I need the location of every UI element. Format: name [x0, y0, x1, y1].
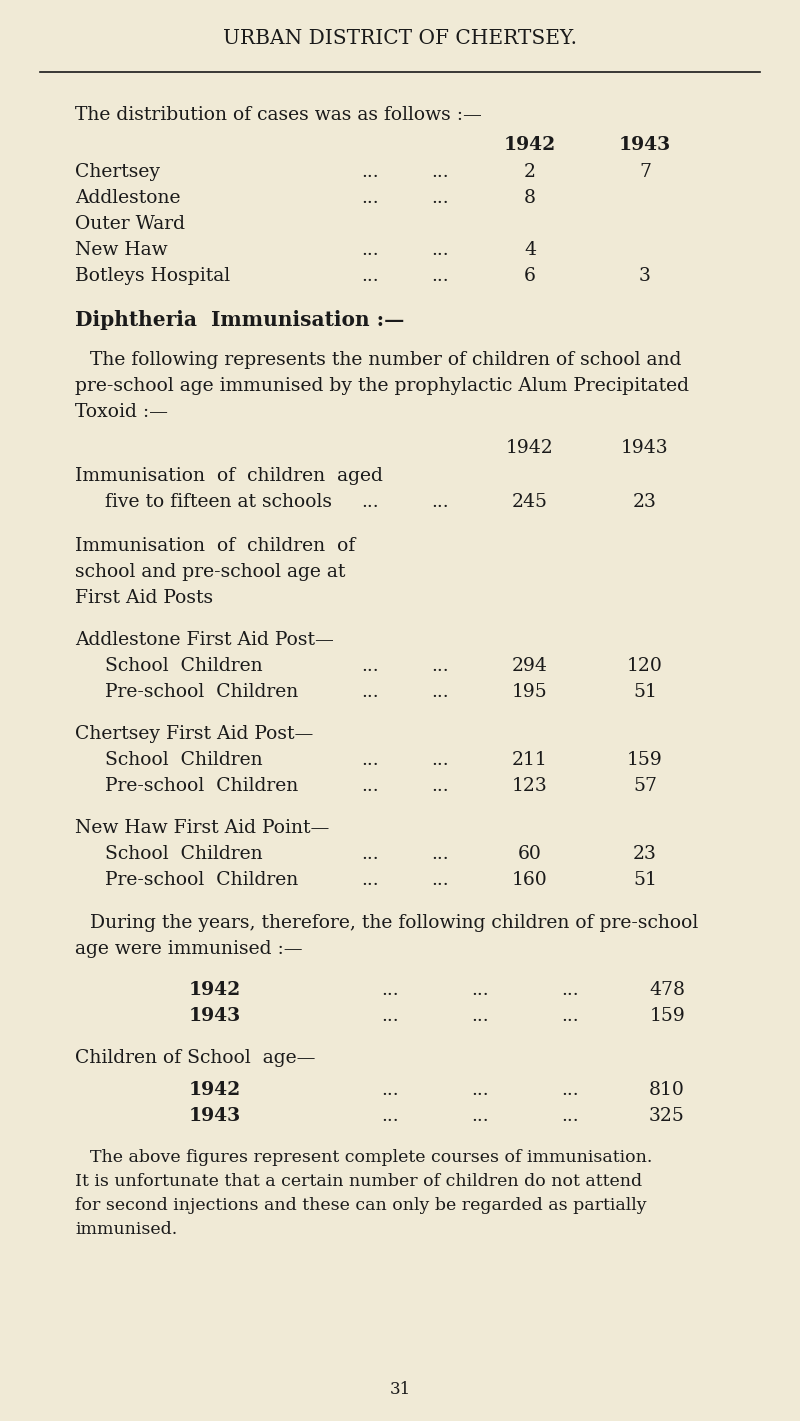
Text: 23: 23 — [633, 845, 657, 863]
Text: 1943: 1943 — [189, 1107, 241, 1125]
Text: ...: ... — [431, 163, 449, 180]
Text: ...: ... — [361, 871, 379, 890]
Text: ...: ... — [431, 777, 449, 794]
Text: Addlestone First Aid Post—: Addlestone First Aid Post— — [75, 631, 334, 649]
Text: First Aid Posts: First Aid Posts — [75, 588, 213, 607]
Text: ...: ... — [361, 242, 379, 259]
Text: ...: ... — [361, 657, 379, 675]
Text: 8: 8 — [524, 189, 536, 207]
Text: five to fifteen at schools: five to fifteen at schools — [105, 493, 332, 512]
Text: 478: 478 — [649, 980, 685, 999]
Text: 245: 245 — [512, 493, 548, 512]
Text: During the years, therefore, the following children of pre-school: During the years, therefore, the followi… — [90, 914, 698, 932]
Text: Botleys Hospital: Botleys Hospital — [75, 267, 230, 286]
Text: 1942: 1942 — [189, 980, 241, 999]
Text: URBAN DISTRICT OF CHERTSEY.: URBAN DISTRICT OF CHERTSEY. — [223, 28, 577, 47]
Text: 2: 2 — [524, 163, 536, 180]
Text: 1942: 1942 — [506, 439, 554, 458]
Text: Chertsey First Aid Post—: Chertsey First Aid Post— — [75, 725, 314, 743]
Text: 325: 325 — [649, 1107, 685, 1125]
Text: ...: ... — [471, 1007, 489, 1025]
Text: 1943: 1943 — [189, 1007, 241, 1025]
Text: ...: ... — [381, 1107, 399, 1125]
Text: 1942: 1942 — [504, 136, 556, 153]
Text: ...: ... — [561, 980, 579, 999]
Text: 6: 6 — [524, 267, 536, 286]
Text: Chertsey: Chertsey — [75, 163, 160, 180]
Text: 160: 160 — [512, 871, 548, 890]
Text: ...: ... — [361, 684, 379, 701]
Text: for second injections and these can only be regarded as partially: for second injections and these can only… — [75, 1198, 646, 1215]
Text: ...: ... — [471, 1107, 489, 1125]
Text: 195: 195 — [512, 684, 548, 701]
Text: 51: 51 — [633, 871, 657, 890]
Text: immunised.: immunised. — [75, 1222, 178, 1239]
Text: 60: 60 — [518, 845, 542, 863]
Text: ...: ... — [431, 684, 449, 701]
Text: 31: 31 — [390, 1381, 410, 1398]
Text: Immunisation  of  children  of: Immunisation of children of — [75, 537, 355, 556]
Text: 23: 23 — [633, 493, 657, 512]
Text: 57: 57 — [633, 777, 657, 794]
Text: ...: ... — [471, 1081, 489, 1098]
Text: 7: 7 — [639, 163, 651, 180]
Text: School  Children: School Children — [105, 752, 262, 769]
Text: ...: ... — [361, 163, 379, 180]
Text: 4: 4 — [524, 242, 536, 259]
Text: 211: 211 — [512, 752, 548, 769]
Text: age were immunised :—: age were immunised :— — [75, 941, 302, 958]
Text: ...: ... — [431, 493, 449, 512]
Text: ...: ... — [361, 189, 379, 207]
Text: ...: ... — [431, 189, 449, 207]
Text: It is unfortunate that a certain number of children do not attend: It is unfortunate that a certain number … — [75, 1174, 642, 1191]
Text: ...: ... — [381, 1081, 399, 1098]
Text: 1943: 1943 — [621, 439, 669, 458]
Text: 294: 294 — [512, 657, 548, 675]
Text: ...: ... — [361, 493, 379, 512]
Text: school and pre-school age at: school and pre-school age at — [75, 563, 346, 581]
Text: ...: ... — [361, 777, 379, 794]
Text: ...: ... — [561, 1107, 579, 1125]
Text: New Haw: New Haw — [75, 242, 168, 259]
Text: The following represents the number of children of school and: The following represents the number of c… — [90, 351, 682, 369]
Text: ...: ... — [431, 752, 449, 769]
Text: ...: ... — [561, 1081, 579, 1098]
Text: 1942: 1942 — [189, 1081, 241, 1098]
Text: ...: ... — [431, 242, 449, 259]
Text: 159: 159 — [627, 752, 663, 769]
Text: ...: ... — [431, 871, 449, 890]
Text: New Haw First Aid Point—: New Haw First Aid Point— — [75, 818, 330, 837]
Text: ...: ... — [431, 845, 449, 863]
Text: 51: 51 — [633, 684, 657, 701]
Text: ...: ... — [431, 267, 449, 286]
Text: Immunisation  of  children  aged: Immunisation of children aged — [75, 468, 383, 485]
Text: Toxoid :—: Toxoid :— — [75, 404, 168, 421]
Text: The above figures represent complete courses of immunisation.: The above figures represent complete cou… — [90, 1150, 652, 1167]
Text: ...: ... — [471, 980, 489, 999]
Text: ...: ... — [361, 267, 379, 286]
Text: Diphtheria  Immunisation :—: Diphtheria Immunisation :— — [75, 310, 404, 330]
Text: Pre-school  Children: Pre-school Children — [105, 871, 298, 890]
Text: 120: 120 — [627, 657, 663, 675]
Text: ...: ... — [561, 1007, 579, 1025]
Text: pre-school age immunised by the prophylactic Alum Precipitated: pre-school age immunised by the prophyla… — [75, 377, 689, 395]
Text: 3: 3 — [639, 267, 651, 286]
Text: ...: ... — [361, 845, 379, 863]
Text: School  Children: School Children — [105, 845, 262, 863]
Text: Outer Ward: Outer Ward — [75, 215, 185, 233]
Text: ...: ... — [431, 657, 449, 675]
Text: 1943: 1943 — [619, 136, 671, 153]
Text: School  Children: School Children — [105, 657, 262, 675]
Text: 159: 159 — [650, 1007, 685, 1025]
Text: Addlestone: Addlestone — [75, 189, 181, 207]
Text: The distribution of cases was as follows :—: The distribution of cases was as follows… — [75, 107, 482, 124]
Text: ...: ... — [381, 1007, 399, 1025]
Text: 123: 123 — [512, 777, 548, 794]
Text: Pre-school  Children: Pre-school Children — [105, 684, 298, 701]
Text: Children of School  age—: Children of School age— — [75, 1049, 315, 1067]
Text: ...: ... — [361, 752, 379, 769]
Text: ...: ... — [381, 980, 399, 999]
Text: 810: 810 — [649, 1081, 685, 1098]
Text: Pre-school  Children: Pre-school Children — [105, 777, 298, 794]
